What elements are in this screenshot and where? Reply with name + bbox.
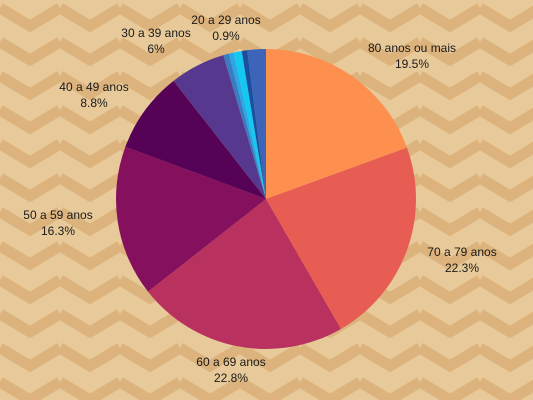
slice-label-60-a-69-anos: 60 a 69 anos — [196, 355, 265, 369]
pie-slice-40-a-49-anos — [125, 80, 266, 199]
pie-slices — [116, 49, 416, 349]
pie-slice-30-a-39-anos — [173, 55, 266, 200]
pie-slice-20-a-29-anos — [233, 50, 266, 199]
pie-slice-unlabeled-10 — [247, 49, 266, 199]
pie-slice-unlabeled-6 — [223, 53, 266, 200]
slice-label-40-a-49-anos: 40 a 49 anos — [59, 80, 128, 94]
pie-labels: 80 anos ou mais 19.5% 70 a 79 anos 22.3% 60 … — [23, 13, 496, 385]
slice-label-20-a-29-anos: 20 a 29 anos — [191, 13, 260, 27]
slice-value-20-a-29-anos: 0.9% — [212, 29, 240, 43]
slice-value-70-a-79-anos: 22.3% — [445, 261, 479, 275]
pie-slice-unlabeled-9 — [241, 50, 266, 200]
slice-label-50-a-59-anos: 50 a 59 anos — [23, 208, 92, 222]
pie-slice-70-a-79-anos — [266, 147, 416, 329]
slice-label-30-a-39-anos: 30 a 39 anos — [121, 26, 190, 40]
slice-value-80-anos-ou-mais: 19.5% — [395, 57, 429, 71]
pie-slice-60-a-69-anos — [148, 199, 341, 349]
slice-label-70-a-79-anos: 70 a 79 anos — [427, 245, 496, 259]
slice-value-60-a-69-anos: 22.8% — [214, 371, 248, 385]
slice-value-30-a-39-anos: 6% — [147, 42, 165, 56]
pie-slice-80-anos-ou-mais — [266, 49, 407, 199]
slice-value-50-a-59-anos: 16.3% — [41, 224, 75, 238]
pie-slice-unlabeled-7 — [228, 52, 266, 200]
slice-value-40-a-49-anos: 8.8% — [80, 96, 108, 110]
slice-label-80-anos-ou-mais: 80 anos ou mais — [368, 41, 456, 55]
pie-slice-50-a-59-anos — [116, 146, 267, 292]
